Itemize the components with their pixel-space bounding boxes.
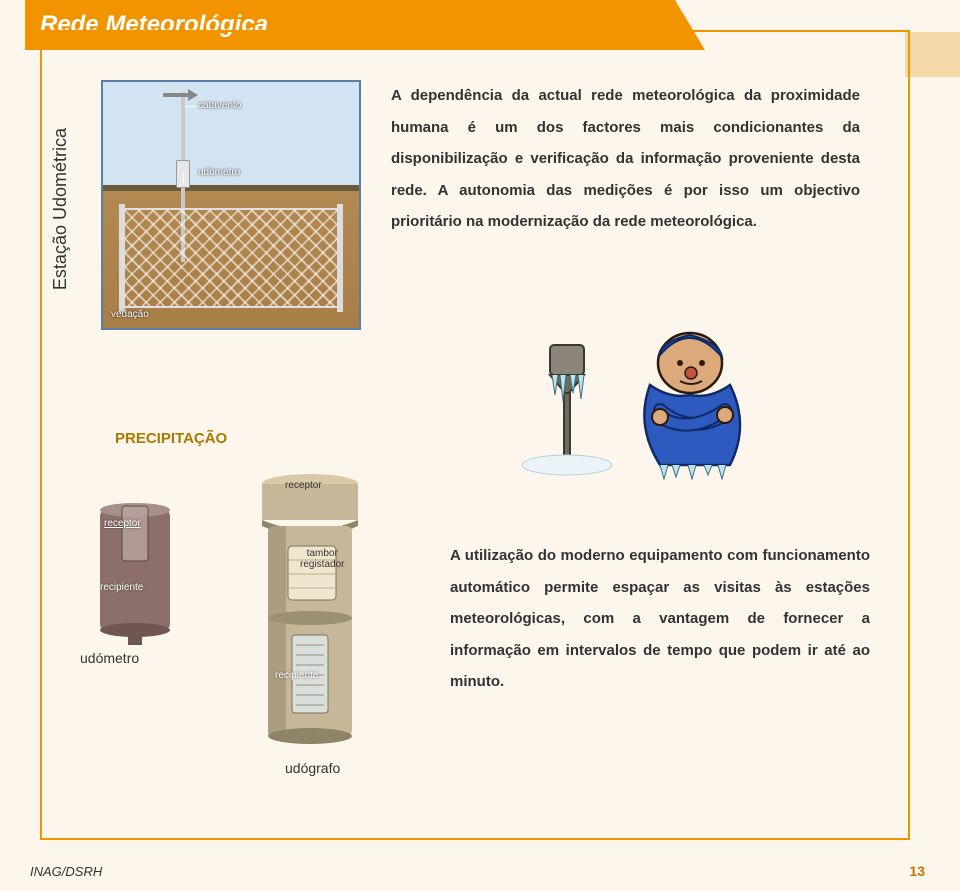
- label-vedacao: vedação: [111, 309, 149, 320]
- label-udometro: udómetro: [198, 167, 240, 178]
- wind-vane-icon: [163, 90, 203, 100]
- udometro-diagram: receptor recipiente udómetro: [90, 500, 190, 680]
- arrow-catavento: [185, 106, 197, 107]
- station-vertical-label: Estação Udométrica: [50, 88, 71, 330]
- intro-paragraph: A dependência da actual rede meteorológi…: [391, 80, 900, 330]
- footer-page-number: 13: [909, 863, 925, 879]
- label-receptor-udometro: receptor: [104, 518, 141, 529]
- station-photo: catavento udómetro vedação: [101, 80, 361, 330]
- horizon: [103, 185, 359, 191]
- upper-row: Estação Udométrica catavento udómetro ve…: [50, 55, 900, 330]
- label-recipiente-udometro: recipiente: [100, 582, 143, 593]
- label-tambor: tambor registador: [300, 548, 344, 570]
- fence: [121, 208, 341, 308]
- gauges-row: receptor recipiente udómetro: [90, 470, 410, 790]
- label-udografo-name: udógrafo: [285, 760, 340, 776]
- footer-source: INAG/DSRH: [30, 864, 102, 879]
- lower-paragraph: A utilização do moderno equipamento com …: [450, 540, 870, 698]
- label-receptor-udografo: receptor: [285, 480, 322, 491]
- label-udometro-name: udómetro: [80, 650, 139, 666]
- udografo-diagram: receptor tambor registador recipiente ud…: [240, 470, 380, 770]
- page: Rede Meteorológica Estação Udométrica ca…: [0, 0, 960, 891]
- label-catavento: catavento: [198, 100, 241, 111]
- header-stub: [905, 32, 960, 77]
- content: Estação Udométrica catavento udómetro ve…: [50, 55, 900, 330]
- cold-person-illustration: [520, 315, 800, 480]
- section-title: PRECIPITAÇÃO: [115, 430, 227, 447]
- arrow-udometro: [183, 173, 197, 183]
- label-recipiente-udografo: recipiente: [275, 670, 318, 681]
